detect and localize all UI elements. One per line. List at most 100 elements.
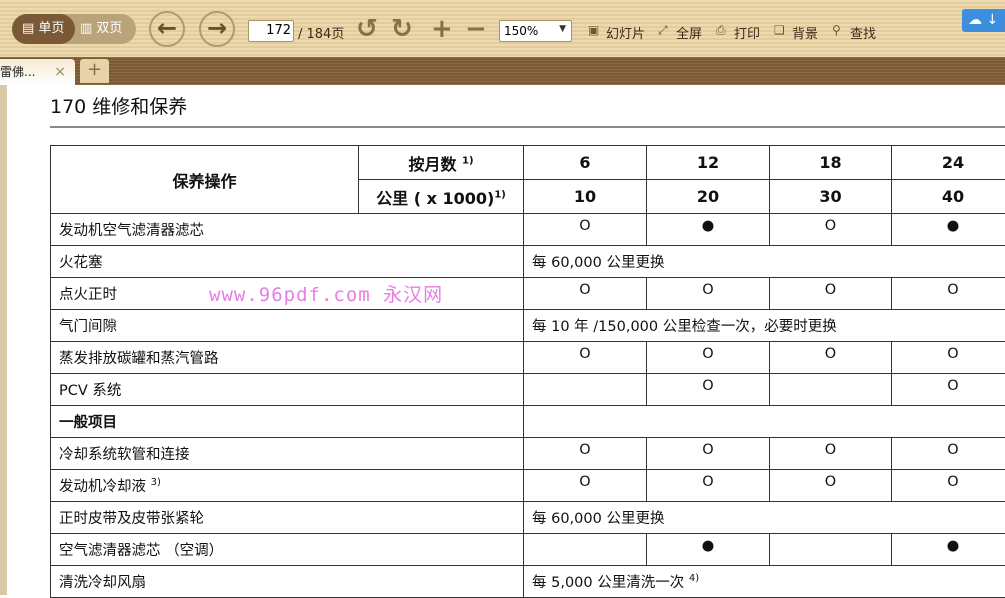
km-header: 公里 ( x 1000)1) bbox=[359, 180, 524, 214]
schedule-cell: O bbox=[892, 438, 1005, 470]
search-icon: ⚲ bbox=[832, 23, 847, 37]
row-label: 气门间隙 bbox=[51, 310, 524, 342]
schedule-cell: O bbox=[892, 342, 1005, 374]
single-page-button[interactable]: ▤ 单页 bbox=[12, 14, 75, 44]
schedule-cell: O bbox=[524, 342, 647, 374]
table-row: 清洗冷却风扇每 5,000 公里清洗一次 4) bbox=[51, 566, 1005, 598]
table-row: 正时皮带及皮带张紧轮每 60,000 公里更换 bbox=[51, 502, 1005, 534]
schedule-cell: O bbox=[892, 278, 1005, 310]
rotate-right-icon[interactable]: ↻ bbox=[391, 14, 413, 44]
table-row: 空气滤清器滤芯 （空调）●● bbox=[51, 534, 1005, 566]
month-cell: 18 bbox=[770, 146, 892, 180]
arrow-right-icon: → bbox=[207, 14, 227, 42]
schedule-cell: O bbox=[524, 278, 647, 310]
row-label: 蒸发排放碳罐和蒸汽管路 bbox=[51, 342, 524, 374]
table-row: 气门间隙每 10 年 /150,000 公里检查一次，必要时更换 bbox=[51, 310, 1005, 342]
background-button[interactable]: ❏背景 bbox=[774, 23, 818, 42]
page-title: 170 维修和保养 bbox=[50, 92, 187, 119]
km-cell: 40 bbox=[892, 180, 1005, 214]
section-fill bbox=[524, 406, 1005, 438]
page-number-input[interactable]: 172 bbox=[248, 20, 294, 42]
double-page-button[interactable]: ▥ 双页 bbox=[80, 14, 122, 44]
schedule-cell: O bbox=[770, 214, 892, 246]
interval-note: 每 5,000 公里清洗一次 4) bbox=[524, 566, 1005, 598]
schedule-cell: O bbox=[647, 342, 770, 374]
interval-note: 每 60,000 公里更换 bbox=[524, 502, 1005, 534]
page-icon: ▤ bbox=[22, 21, 38, 36]
schedule-cell: O bbox=[647, 374, 770, 406]
schedule-cell: O bbox=[524, 438, 647, 470]
rotate-left-icon[interactable]: ↺ bbox=[356, 14, 378, 44]
find-button[interactable]: ⚲查找 bbox=[832, 23, 876, 42]
schedule-cell: O bbox=[524, 214, 647, 246]
month-cell: 6 bbox=[524, 146, 647, 180]
schedule-cell: ● bbox=[892, 534, 1005, 566]
zoom-in-icon[interactable]: + bbox=[431, 14, 453, 44]
interval-note: 每 10 年 /150,000 公里检查一次，必要时更换 bbox=[524, 310, 1005, 342]
printer-icon: ⎙ bbox=[716, 23, 731, 38]
fullscreen-button[interactable]: ⤢全屏 bbox=[658, 23, 702, 42]
new-tab-button[interactable]: + bbox=[80, 59, 109, 83]
schedule-cell: O bbox=[770, 470, 892, 502]
divider bbox=[50, 126, 1005, 128]
zoom-select[interactable]: 150%▼ bbox=[499, 20, 572, 42]
km-cell: 30 bbox=[770, 180, 892, 214]
tab-bar: 雷佛...× + bbox=[0, 57, 1005, 85]
schedule-cell: O bbox=[647, 470, 770, 502]
row-label: 空气滤清器滤芯 （空调） bbox=[51, 534, 524, 566]
month-cell: 12 bbox=[647, 146, 770, 180]
view-mode-toggle: ▤ 单页 ▥ 双页 bbox=[12, 14, 136, 44]
total-pages: / 184页 bbox=[298, 23, 344, 42]
schedule-cell bbox=[770, 374, 892, 406]
months-header: 按月数 1) bbox=[359, 146, 524, 180]
fullscreen-icon: ⤢ bbox=[658, 23, 673, 38]
slideshow-button[interactable]: ▣幻灯片 bbox=[588, 23, 645, 42]
watermark: www.96pdf.com 永汉网 bbox=[209, 280, 443, 307]
background-icon: ❏ bbox=[774, 23, 789, 37]
previous-page-button[interactable]: ← bbox=[149, 11, 185, 47]
interval-note: 每 60,000 公里更换 bbox=[524, 246, 1005, 278]
schedule-cell: ● bbox=[647, 214, 770, 246]
maintenance-table: 保养操作 按月数 1) 6 12 18 24 公里 ( x 1000)1) 10… bbox=[50, 145, 1005, 598]
close-icon[interactable]: × bbox=[54, 59, 66, 85]
cloud-download-button[interactable]: ☁ ↓ bbox=[962, 9, 1005, 32]
km-cell: 20 bbox=[647, 180, 770, 214]
sidebar-edge bbox=[0, 85, 7, 595]
cloud-icon: ☁ ↓ bbox=[968, 12, 998, 28]
schedule-cell: O bbox=[770, 342, 892, 374]
next-page-button[interactable]: → bbox=[199, 11, 235, 47]
schedule-cell: O bbox=[647, 438, 770, 470]
schedule-cell: O bbox=[892, 470, 1005, 502]
row-label: 正时皮带及皮带张紧轮 bbox=[51, 502, 524, 534]
row-label: 清洗冷却风扇 bbox=[51, 566, 524, 598]
schedule-cell: O bbox=[770, 438, 892, 470]
schedule-cell: O bbox=[770, 278, 892, 310]
schedule-cell: ● bbox=[892, 214, 1005, 246]
row-label: 一般项目 bbox=[51, 406, 524, 438]
schedule-cell: O bbox=[892, 374, 1005, 406]
row-label: PCV 系统 bbox=[51, 374, 524, 406]
table-row: 一般项目 bbox=[51, 406, 1005, 438]
document-tab[interactable]: 雷佛...× bbox=[0, 59, 75, 85]
projector-icon: ▣ bbox=[588, 23, 603, 37]
operation-header: 保养操作 bbox=[51, 146, 359, 214]
arrow-left-icon: ← bbox=[157, 14, 177, 42]
print-button[interactable]: ⎙打印 bbox=[716, 23, 760, 42]
schedule-cell bbox=[524, 374, 647, 406]
row-label: 冷却系统软管和连接 bbox=[51, 438, 524, 470]
chevron-down-icon: ▼ bbox=[559, 24, 566, 34]
month-cell: 24 bbox=[892, 146, 1005, 180]
zoom-out-icon[interactable]: − bbox=[465, 14, 487, 44]
table-row: 火花塞每 60,000 公里更换 bbox=[51, 246, 1005, 278]
km-cell: 10 bbox=[524, 180, 647, 214]
schedule-cell bbox=[770, 534, 892, 566]
schedule-cell: O bbox=[647, 278, 770, 310]
row-label: 发动机空气滤清器滤芯 bbox=[51, 214, 524, 246]
row-label: 发动机冷却液 3) bbox=[51, 470, 524, 502]
